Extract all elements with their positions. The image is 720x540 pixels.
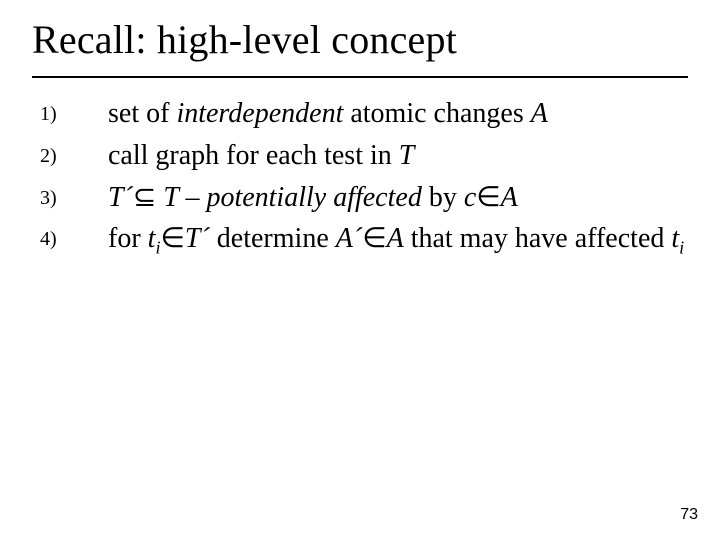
element-of-symbol: ∈	[476, 182, 500, 213]
text: for	[108, 223, 148, 254]
symbol-Tprime: T´	[108, 182, 133, 213]
element-of-symbol: ∈	[362, 223, 386, 254]
subset-symbol: ⊆	[133, 182, 156, 213]
symbol-Aprime: A´	[336, 223, 362, 254]
symbol-Tprime: T´	[185, 223, 210, 254]
symbol-c: c	[464, 182, 476, 213]
numbered-list: 1) set of interdependent atomic changes …	[32, 96, 688, 260]
symbol-A: A	[531, 98, 548, 129]
list-item: set of interdependent atomic changes A	[108, 96, 688, 132]
subscript-i: i	[679, 238, 684, 258]
list-number: 3)	[32, 180, 90, 216]
text: call graph for each test in	[108, 140, 399, 171]
list-item: call graph for each test in T	[108, 138, 688, 174]
slide-title: Recall: high-level concept	[32, 18, 688, 70]
title-underline	[32, 76, 688, 78]
list-item: T´⊆ T – potentially affected by c∈A	[108, 180, 688, 216]
symbol-A: A	[387, 223, 404, 254]
symbol-A: A	[501, 182, 518, 213]
text-italic: T – potentially affected	[156, 182, 421, 213]
text: that may have affected	[404, 223, 672, 254]
text: set of	[108, 98, 176, 129]
slide: Recall: high-level concept 1) set of int…	[0, 0, 720, 540]
text: atomic changes	[343, 98, 530, 129]
text: determine	[210, 223, 336, 254]
list-number: 2)	[32, 138, 90, 174]
text: by	[422, 182, 464, 213]
symbol-T: T	[399, 140, 415, 171]
list-number: 1)	[32, 96, 90, 132]
page-number: 73	[680, 506, 698, 524]
element-of-symbol: ∈	[161, 223, 185, 254]
symbol-t: t	[671, 223, 679, 254]
list-number: 4)	[32, 221, 90, 260]
text-italic: interdependent	[176, 98, 343, 129]
list-item: for ti∈T´ determine A´∈A that may have a…	[108, 221, 688, 260]
